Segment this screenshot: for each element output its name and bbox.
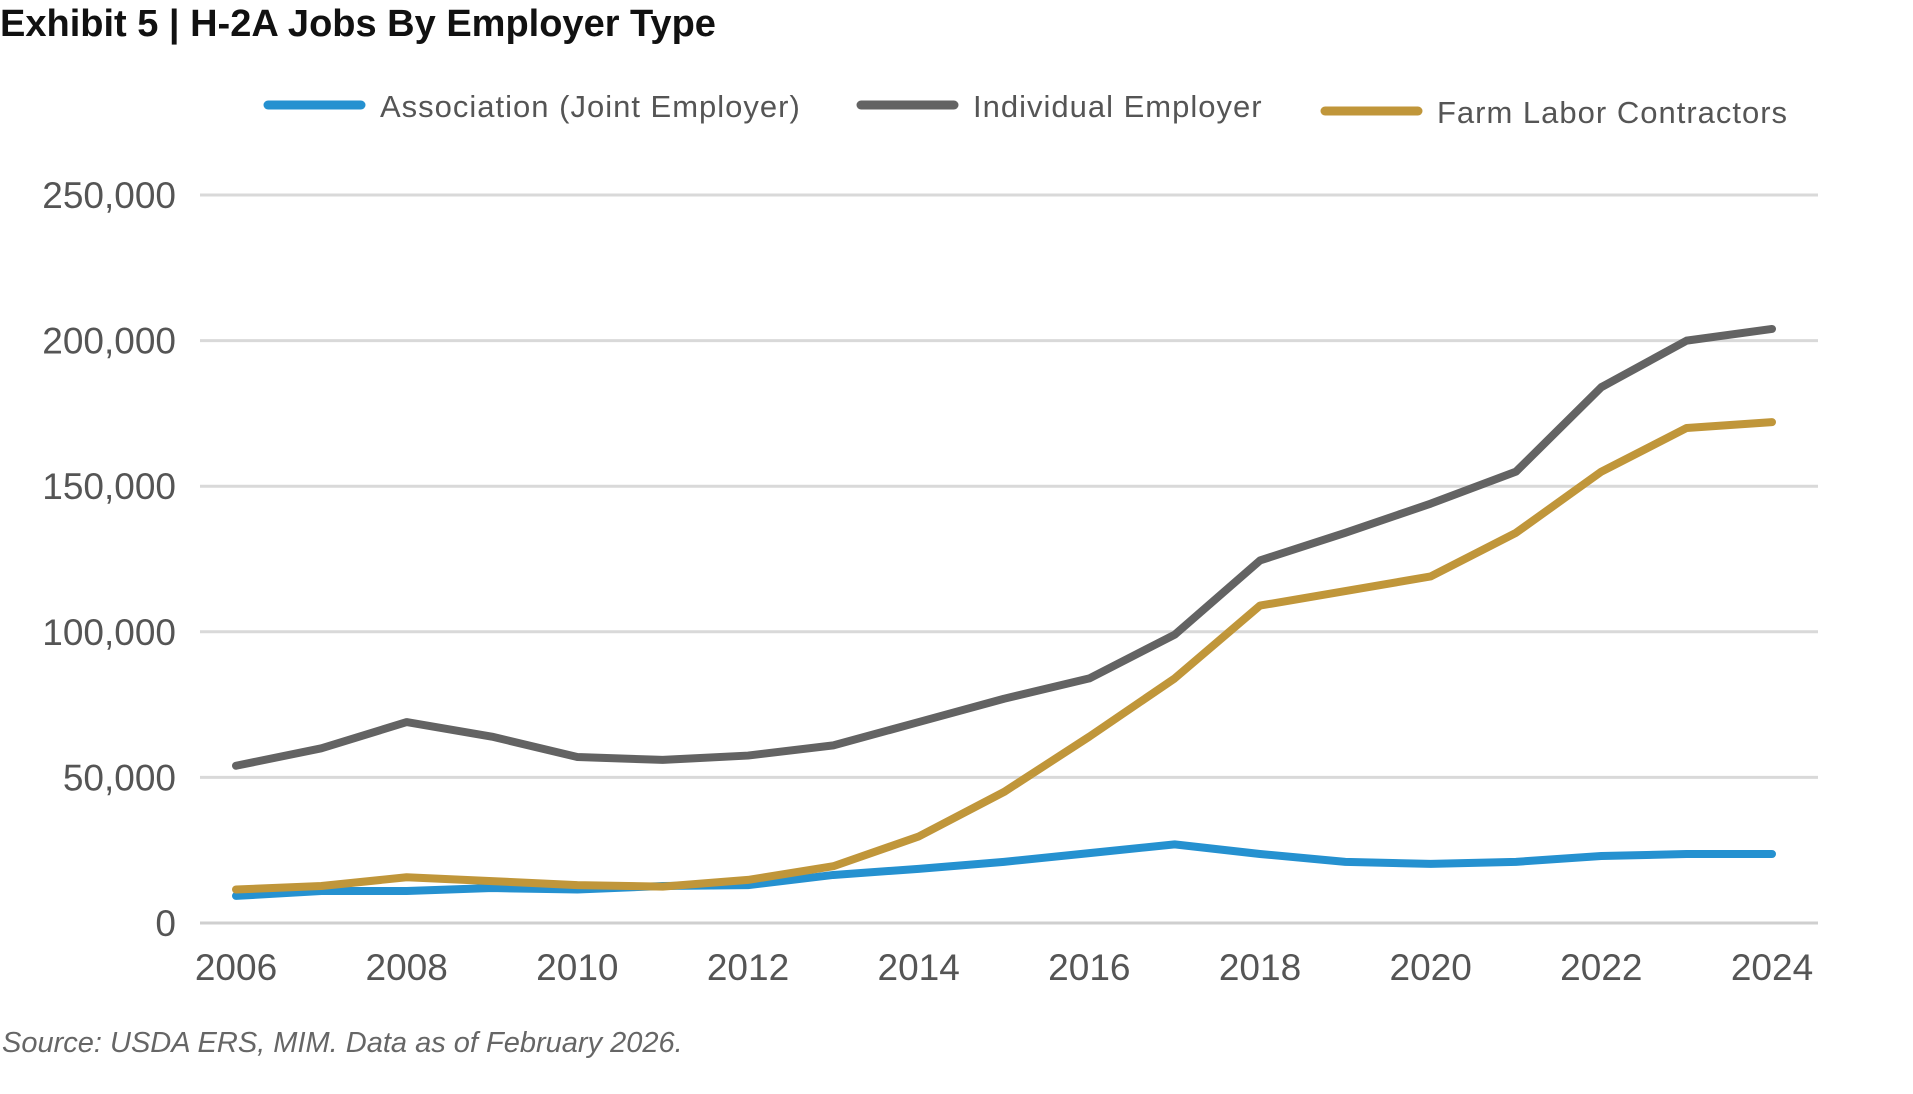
y-axis: 0 50,000 100,000 150,000 200,000 250,000 <box>42 175 176 944</box>
x-tick-label: 2008 <box>366 947 448 988</box>
series-lines <box>232 324 1776 900</box>
x-tick-label: 2010 <box>536 947 618 988</box>
y-tick-label: 50,000 <box>63 757 176 798</box>
x-tick-label: 2016 <box>1048 947 1130 988</box>
x-tick-label: 2014 <box>878 947 960 988</box>
y-tick-label: 250,000 <box>42 175 176 216</box>
x-tick-label: 2022 <box>1560 947 1642 988</box>
x-tick-label: 2012 <box>707 947 789 988</box>
y-tick-label: 100,000 <box>42 612 176 653</box>
x-tick-label: 2018 <box>1219 947 1301 988</box>
legend: Association (Joint Employer) Individual E… <box>263 89 1788 130</box>
series-line-2 <box>232 418 1776 894</box>
x-axis: 2006 2008 2010 2012 2014 2016 2018 2020 2022 2024 <box>195 947 1813 988</box>
y-tick-label: 150,000 <box>42 466 176 507</box>
series-line-0 <box>232 840 1776 900</box>
x-tick-label: 2006 <box>195 947 277 988</box>
gridlines <box>200 193 1818 925</box>
x-tick-label: 2020 <box>1390 947 1472 988</box>
legend-label: Association (Joint Employer) <box>380 89 801 124</box>
legend-label: Individual Employer <box>973 89 1263 124</box>
legend-label: Farm Labor Contractors <box>1437 95 1788 130</box>
source-note: Source: USDA ERS, MIM. Data as of Februa… <box>2 1027 683 1059</box>
y-tick-label: 200,000 <box>42 321 176 362</box>
x-tick-label: 2024 <box>1731 947 1813 988</box>
y-tick-label: 0 <box>155 903 176 944</box>
series-line-1 <box>232 324 1776 770</box>
chart-title: Exhibit 5 | H-2A Jobs By Employer Type <box>0 3 716 45</box>
